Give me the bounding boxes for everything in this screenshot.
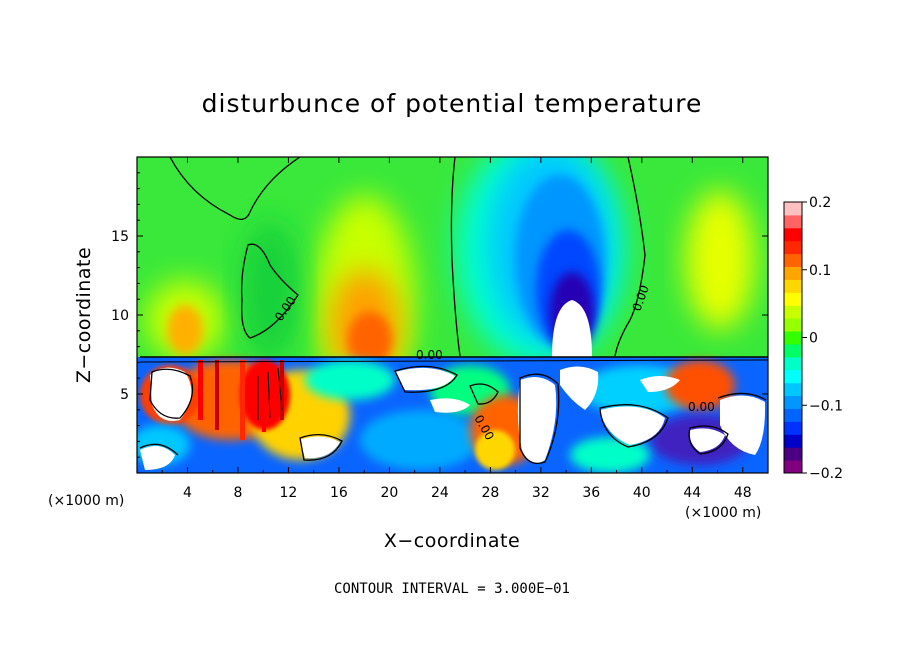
colorbar-swatch	[784, 434, 802, 448]
y-axis-label: Z−coordinate	[73, 247, 95, 383]
y-axis: 5 10 15	[111, 172, 768, 458]
white-patch	[150, 367, 192, 421]
layer-stripe	[215, 360, 219, 430]
y-tick-label: 15	[111, 229, 129, 245]
x-unit-right: (×1000 m)	[685, 505, 761, 521]
white-patch	[689, 428, 725, 452]
contour-line	[139, 443, 179, 456]
colorbar-swatch	[784, 240, 802, 255]
layer-blob	[570, 437, 650, 473]
contour-line	[149, 368, 194, 419]
contour-line	[614, 157, 646, 357]
x-tick-label: 48	[734, 485, 752, 501]
x-axis: 4 8 12 16 20 24 28 32 36 40 44 48	[161, 157, 752, 501]
colorbar-tick-label: 0	[809, 331, 818, 347]
colorbar-swatch	[784, 369, 802, 384]
colorbar-swatch	[784, 408, 802, 422]
x-tick-label: 4	[183, 485, 192, 501]
white-patch	[640, 376, 680, 392]
contour-label: 0.00	[416, 348, 443, 362]
x-tick-label: 12	[280, 485, 298, 501]
layer-blob	[305, 360, 395, 400]
layer-stripe	[262, 362, 266, 432]
colorbar-swatch	[784, 343, 802, 358]
colorbar-swatch	[784, 421, 802, 435]
y-tick-label: 10	[111, 308, 129, 324]
x-tick-label: 24	[431, 485, 449, 501]
x-tick-label: 20	[380, 485, 398, 501]
x-axis-label: X−coordinate	[384, 530, 520, 552]
contour-line	[299, 434, 343, 461]
field-blob	[685, 190, 755, 330]
colorbar-swatch	[784, 318, 802, 332]
x-tick-label: 36	[582, 485, 600, 501]
contour-line	[257, 367, 283, 420]
contour-lines	[139, 157, 768, 465]
colorbar-swatch	[784, 253, 802, 268]
colorbar-swatch	[784, 356, 802, 371]
x-tick-label: 32	[532, 485, 550, 501]
white-patch	[517, 376, 557, 464]
x-tick-label: 40	[633, 485, 651, 501]
colorbar-swatch	[784, 227, 802, 242]
contour-line	[519, 373, 560, 465]
contour-interval-note: CONTOUR INTERVAL = 3.000E−01	[334, 581, 570, 597]
contour-line	[169, 157, 301, 220]
x-tick-label: 28	[481, 485, 499, 501]
white-patch	[720, 395, 766, 455]
contour-line	[139, 359, 768, 363]
colorbar-swatch	[784, 460, 802, 474]
white-patch	[430, 398, 470, 413]
white-patch	[395, 367, 455, 391]
layer-blob	[475, 430, 515, 470]
x-tick-label: 16	[330, 485, 348, 501]
colorbar-tick-label: −0.2	[809, 466, 843, 482]
colorbar-swatch	[784, 279, 802, 293]
white-patch	[140, 446, 175, 470]
x-tick-label: 8	[233, 485, 242, 501]
layer-blob	[665, 360, 735, 410]
contour-line	[450, 157, 461, 357]
colorbar-swatch	[784, 382, 802, 397]
colorbar-swatch	[784, 447, 802, 461]
cold-bubble-core	[552, 300, 592, 357]
contour-line	[688, 425, 729, 455]
y-tick-label: 5	[120, 387, 129, 403]
contour-line	[599, 404, 669, 448]
x-unit-left: (×1000 m)	[48, 493, 124, 509]
white-patch	[300, 436, 340, 459]
colorbar: 0.2 0.1 0 −0.1 −0.2	[783, 195, 843, 482]
plot-area: 0.00 0.00 0.00 0.00 0.00	[137, 157, 768, 473]
colorbar-swatch	[784, 395, 802, 409]
contour-line	[240, 243, 299, 339]
upper-field	[145, 157, 755, 405]
layer-stripe	[240, 360, 245, 440]
field-blob	[348, 312, 392, 368]
chart-title: disturbunce of potential temperature	[202, 89, 703, 118]
x-tick-label: 44	[683, 485, 701, 501]
white-patch	[560, 366, 599, 410]
colorbar-swatch	[784, 331, 802, 345]
field-blob	[167, 305, 203, 355]
colorbar-tick-label: 0.1	[809, 263, 831, 279]
layer-stripe	[280, 360, 284, 420]
colorbar-tick-label: −0.1	[809, 398, 843, 414]
colorbar-swatch	[784, 305, 802, 319]
contour-label: 0.00	[688, 400, 715, 414]
layer-blob	[360, 410, 480, 470]
colorbar-tick-label: 0.2	[809, 195, 831, 211]
colorbar-swatch	[784, 202, 802, 216]
contour-line	[394, 365, 458, 393]
layer-stripe	[198, 360, 203, 420]
field-blob	[240, 220, 300, 360]
contour-line	[717, 392, 767, 401]
colorbar-swatch	[784, 292, 802, 306]
turbulent-layer	[137, 357, 768, 473]
white-patch	[600, 406, 665, 445]
contour-line	[469, 383, 499, 405]
colorbar-swatch	[784, 214, 802, 229]
colorbar-swatch	[784, 266, 802, 280]
